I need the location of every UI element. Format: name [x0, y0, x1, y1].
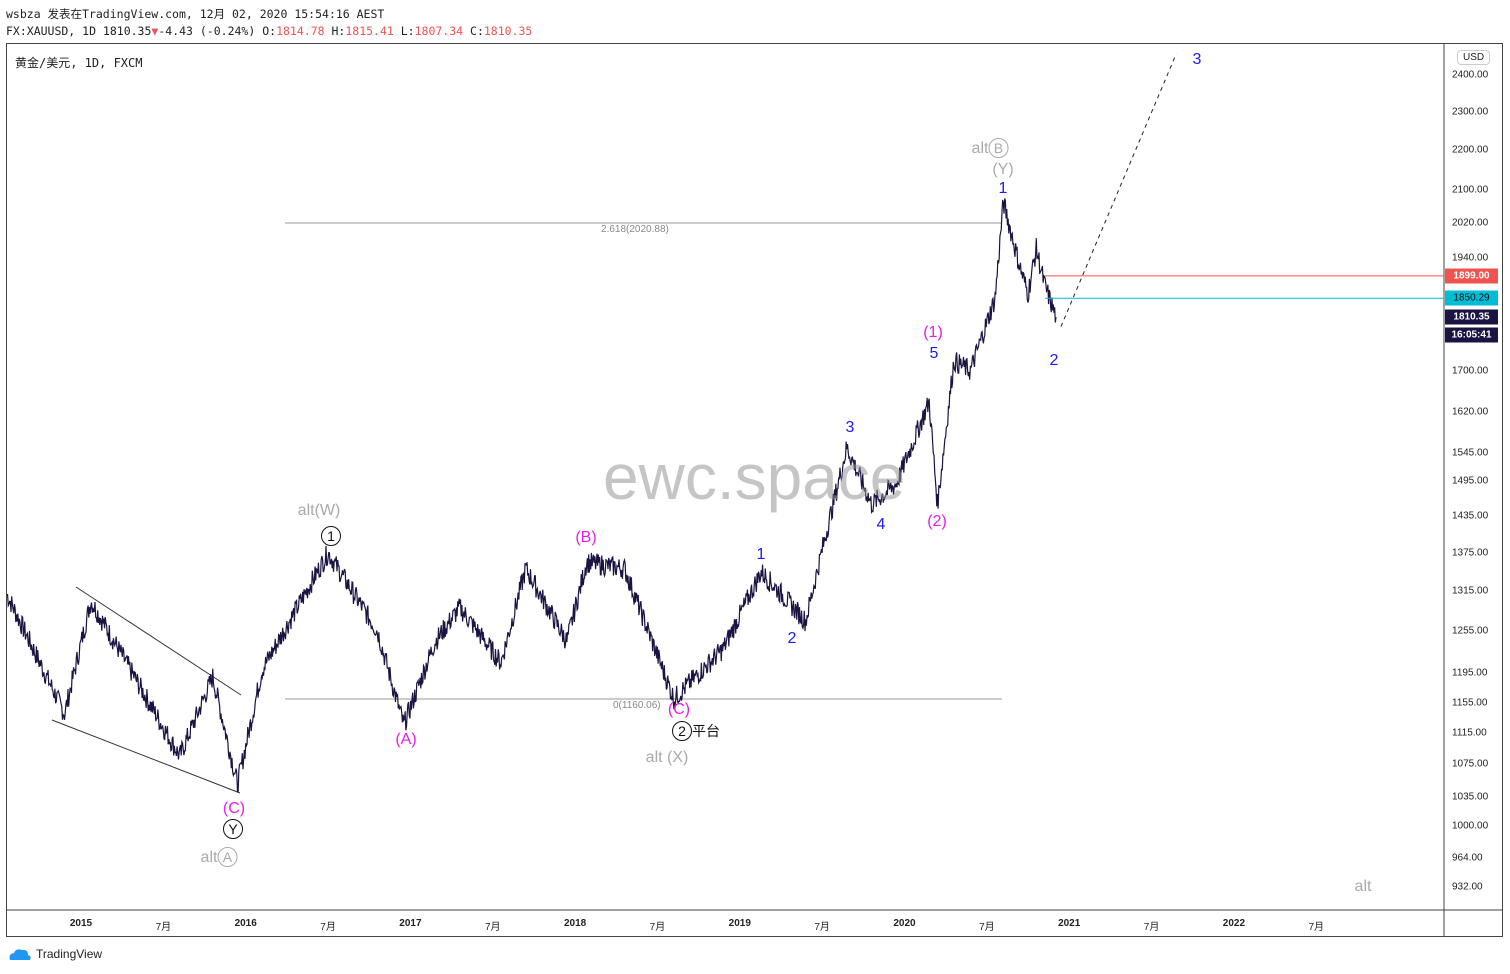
time-tick: 2016	[234, 918, 257, 929]
o-label: O:	[262, 24, 277, 38]
price-tick: 1075.00	[1452, 758, 1489, 770]
countdown-tag: 16:05:41	[1445, 327, 1498, 343]
label-C2: (C)	[667, 701, 691, 718]
wedge-upper-line	[75, 586, 242, 696]
time-tick: 7月	[979, 922, 995, 933]
label-alt-B: B	[988, 138, 1009, 158]
label-wave-2-circle: 2	[672, 721, 692, 741]
chart-frame[interactable]	[6, 43, 1503, 937]
open-value: 1814.78	[276, 24, 325, 38]
fib-label-top: 2.618(2020.88)	[601, 224, 669, 235]
price-tick: 1255.00	[1452, 625, 1489, 637]
resistance-price-tag: 1899.00	[1445, 268, 1498, 284]
label-w1b: 1	[998, 180, 1008, 197]
label-Y-circle: Y	[223, 819, 243, 839]
support-price-tag: 1850.29	[1445, 290, 1498, 306]
price-tick: 1495.00	[1452, 475, 1489, 487]
watermark: ewc.space	[603, 441, 906, 513]
time-tick: 2019	[728, 918, 751, 929]
label-alt-x: alt (X)	[645, 749, 689, 766]
l-label: L:	[400, 24, 415, 38]
footer-brand: TradingView	[36, 947, 103, 961]
label-Y-grey: (Y)	[992, 161, 1014, 178]
price-tick: 1115.00	[1452, 727, 1487, 739]
price-tick: 1155.00	[1452, 697, 1488, 708]
time-tick: 2020	[893, 918, 916, 929]
price-tick: 2100.00	[1452, 184, 1489, 196]
time-tick: 2017	[399, 918, 422, 929]
label-w3b: 3	[1192, 51, 1202, 68]
price-tick: 1940.00	[1452, 252, 1489, 264]
tradingview-logo[interactable]: TradingView	[8, 947, 102, 961]
price-tick: 1435.00	[1452, 510, 1489, 522]
label-w4a: 4	[876, 516, 886, 533]
publish-info: wsbza 发表在TradingView.com, 12月 02, 2020 1…	[6, 7, 385, 21]
down-arrow-icon: ▼	[151, 24, 159, 38]
label-B: (B)	[575, 529, 597, 546]
label-P2: (2)	[927, 513, 947, 530]
time-tick: 7月	[1143, 922, 1160, 933]
time-tick: 2021	[1058, 918, 1081, 929]
price-tick: 2020.00	[1452, 217, 1489, 229]
time-tick: 2015	[69, 918, 93, 929]
label-wave-1-circle: 1	[321, 526, 341, 546]
last-price-tag: 1810.35	[1445, 309, 1498, 325]
label-w2a: 2	[787, 630, 797, 647]
price-tick: 2200.00	[1452, 144, 1489, 156]
label-flat: 平台	[692, 723, 720, 739]
price-tick: 2400.00	[1452, 69, 1489, 81]
time-tick: 2022	[1222, 918, 1246, 929]
label-w3a: 3	[845, 419, 855, 436]
label-A: (A)	[395, 731, 417, 748]
price-tick: 932.00	[1452, 881, 1483, 893]
fib-label-bottom: 0(1160.06)	[613, 700, 661, 711]
price-tick: 1375.00	[1452, 547, 1489, 559]
label-w5a: 5	[929, 345, 939, 362]
price-series-line	[6, 198, 1057, 793]
price-tick: 1620.00	[1452, 406, 1489, 418]
close-value: 1810.35	[483, 24, 533, 38]
time-tick: 7月	[155, 922, 172, 933]
wedge-lower-line	[51, 719, 241, 794]
price-tick: 964.00	[1452, 852, 1483, 864]
currency-button[interactable]: USD	[1457, 50, 1491, 65]
time-tick: 7月	[649, 922, 666, 933]
price-tick: 1700.00	[1452, 365, 1489, 377]
price-tick: 1545.00	[1452, 447, 1489, 459]
price-tick: 1315.00	[1452, 585, 1489, 597]
time-tick: 2018	[563, 918, 587, 929]
label-alt: alt	[971, 140, 989, 157]
label-P1: (1)	[923, 324, 943, 341]
label-w2b: 2	[1049, 352, 1059, 369]
low-value: 1807.34	[414, 24, 464, 38]
price-tick: 1000.00	[1452, 820, 1489, 832]
symbol-info: FX:XAUUSD, 1D 1810.35	[6, 24, 152, 38]
time-tick: 7月	[1308, 922, 1325, 933]
label-alt-w: alt(W)	[297, 502, 341, 519]
high-value: 1815.41	[345, 24, 394, 38]
tradingview-cloud-icon	[9, 949, 31, 960]
change: -4.43 (-0.24%)	[158, 24, 256, 38]
label-alt-bottom: alt	[1354, 878, 1372, 895]
label-alt: alt	[200, 849, 218, 866]
time-tick: 7月	[814, 922, 830, 933]
time-tick: 7月	[484, 922, 501, 933]
c-label: C:	[470, 24, 484, 38]
price-tick: 2300.00	[1452, 106, 1489, 118]
chart-legend: 黄金/美元, 1D, FXCM	[15, 56, 143, 70]
projection-dashed-line[interactable]	[1060, 53, 1177, 327]
label-C1: (C)	[222, 800, 246, 817]
label-alt-A: A	[217, 847, 238, 867]
h-label: H:	[331, 24, 346, 38]
ohlc-bar: FX:XAUUSD, 1D 1810.35▼-4.43 (-0.24%) O:1…	[6, 24, 532, 38]
price-tick: 1035.00	[1452, 791, 1489, 803]
time-tick: 7月	[320, 922, 336, 933]
label-w1a: 1	[756, 546, 766, 563]
price-tick: 1195.00	[1452, 667, 1488, 679]
